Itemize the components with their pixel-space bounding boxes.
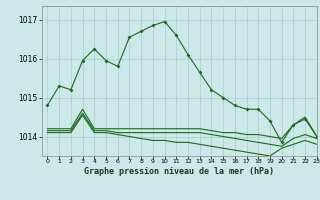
X-axis label: Graphe pression niveau de la mer (hPa): Graphe pression niveau de la mer (hPa) bbox=[84, 167, 274, 176]
